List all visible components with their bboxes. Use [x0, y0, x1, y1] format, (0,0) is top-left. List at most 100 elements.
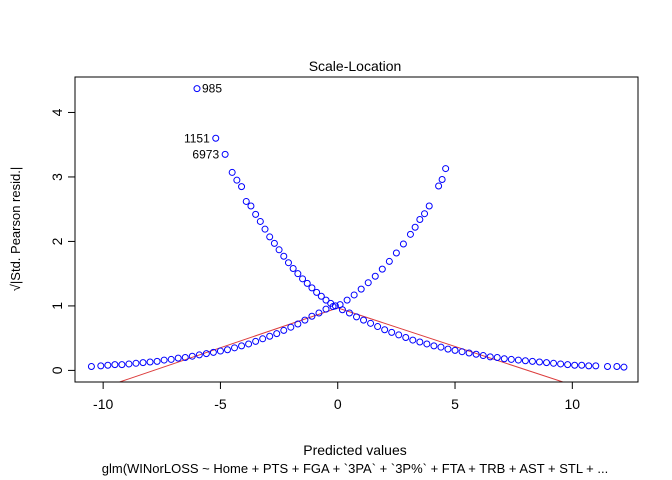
data-point [252, 210, 260, 218]
data-point [299, 275, 307, 283]
plot-box [74, 76, 639, 383]
data-point [223, 346, 231, 354]
data-point [132, 359, 140, 367]
data-point [353, 313, 360, 321]
chart-title: Scale-Location [309, 58, 402, 74]
data-point [479, 352, 487, 360]
data-point [571, 361, 579, 369]
data-point [313, 288, 321, 296]
data-point [308, 312, 316, 320]
data-point [421, 210, 429, 218]
data-point [613, 363, 621, 371]
data-point [411, 223, 419, 231]
data-point [345, 309, 353, 317]
data-point [322, 296, 330, 304]
data-point [364, 279, 372, 287]
x-tick-label: 0 [334, 396, 342, 412]
smooth-line-layer [119, 307, 564, 383]
data-point [378, 265, 386, 273]
data-point [284, 259, 292, 267]
data-point [458, 348, 466, 356]
data-point [374, 323, 382, 331]
data-point [592, 362, 600, 370]
point-annotation: 1151 [184, 131, 210, 145]
data-point [256, 217, 264, 225]
data-point [259, 335, 267, 343]
x-tick-label: -10 [93, 396, 113, 412]
y-tick-label: 1 [49, 302, 65, 310]
data-point [216, 347, 224, 355]
smooth-line [119, 307, 564, 383]
data-point [521, 357, 529, 365]
data-point [416, 216, 424, 224]
data-point [221, 150, 229, 158]
points-layer [87, 85, 628, 371]
data-point [392, 249, 400, 257]
data-point [160, 356, 168, 364]
data-point [212, 134, 220, 142]
data-point [261, 225, 269, 233]
data-point [228, 168, 236, 176]
data-point [111, 361, 119, 369]
data-point [437, 343, 445, 351]
data-point [416, 338, 424, 346]
data-point [280, 326, 288, 334]
data-point [367, 319, 375, 327]
data-point [97, 362, 105, 370]
data-point [242, 197, 250, 205]
y-tick-label: 2 [49, 237, 65, 245]
y-axis-label: √|Std. Pearson resid.| [8, 167, 23, 291]
data-point [252, 337, 260, 345]
data-point [535, 358, 543, 366]
y-tick-label: 3 [49, 173, 65, 181]
data-point [303, 279, 311, 287]
data-point [301, 316, 309, 324]
x-axis-label: Predicted values [303, 442, 407, 458]
data-point [275, 246, 283, 254]
data-point [153, 357, 161, 365]
data-point [528, 357, 536, 365]
data-point [338, 306, 346, 314]
data-point [585, 362, 593, 370]
data-point [514, 356, 522, 364]
data-point [402, 334, 410, 342]
data-point [289, 265, 297, 273]
data-point [350, 291, 358, 299]
x-tick-label: 10 [565, 396, 581, 412]
data-point [270, 239, 278, 247]
data-point [245, 340, 253, 348]
point-annotation: 6973 [192, 147, 219, 161]
data-point [202, 350, 210, 358]
data-point [578, 361, 586, 369]
data-point [195, 351, 203, 359]
y-tick-label: 4 [49, 108, 65, 116]
data-point [266, 332, 274, 340]
data-point [360, 316, 368, 324]
data-point [507, 355, 515, 363]
data-point [406, 230, 414, 238]
point-annotation: 985 [202, 82, 222, 96]
data-point [395, 331, 403, 339]
data-point [104, 361, 112, 369]
data-point [294, 320, 302, 328]
data-point [435, 182, 443, 190]
data-point [139, 359, 147, 367]
data-point [430, 342, 438, 350]
data-point [425, 202, 433, 210]
data-point [308, 284, 316, 292]
data-point [343, 296, 351, 304]
data-point [193, 85, 201, 93]
data-point [174, 354, 182, 362]
data-point [233, 176, 241, 184]
data-point [442, 165, 450, 173]
data-point [238, 342, 246, 350]
y-tick-label: 0 [49, 366, 65, 374]
data-point [146, 358, 154, 366]
data-point [87, 363, 95, 371]
data-point [322, 305, 330, 313]
data-point [444, 345, 452, 353]
data-point [465, 349, 473, 357]
data-point [381, 326, 389, 334]
data-point [287, 323, 295, 331]
data-point [167, 355, 175, 363]
